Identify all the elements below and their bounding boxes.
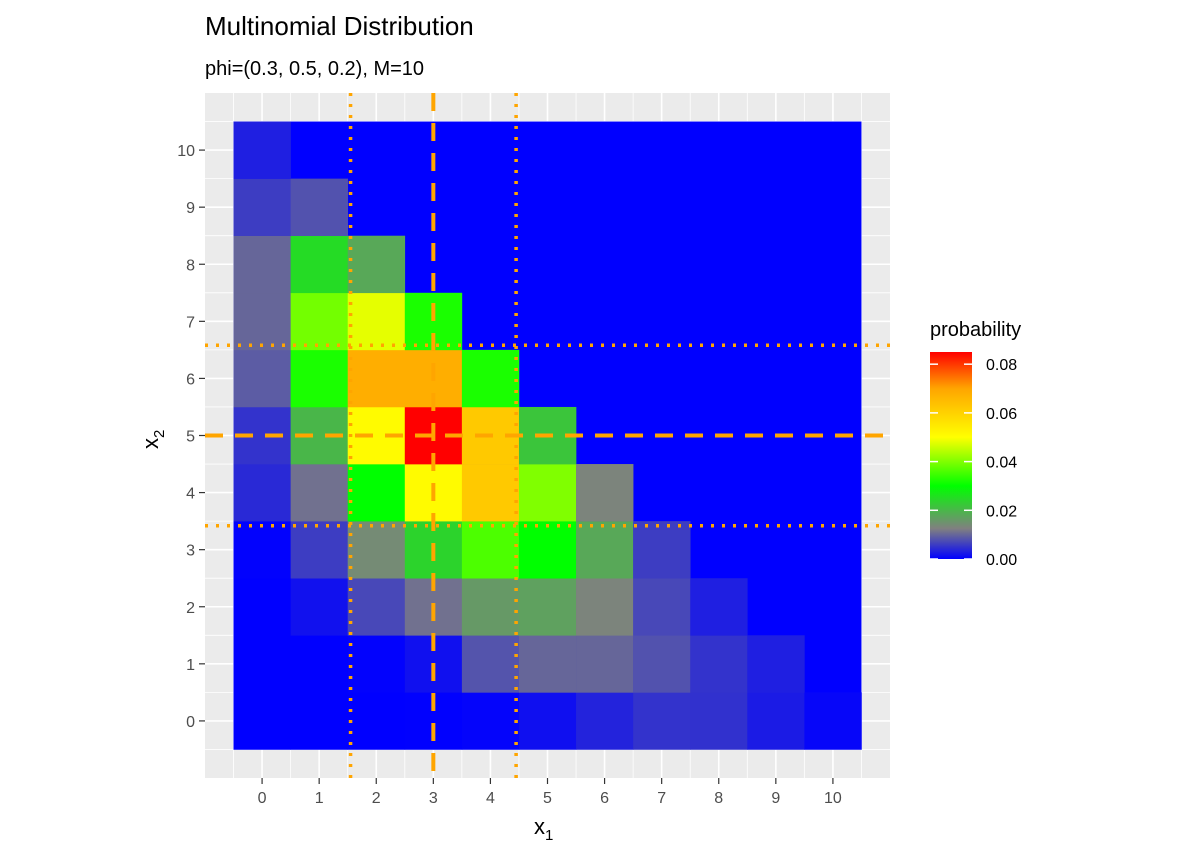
heatmap-cell — [461, 578, 520, 636]
x-axis-title-main: x — [534, 814, 545, 839]
y-axis-ticks: 0 1 2 3 4 5 6 7 8 9 10 — [177, 143, 205, 731]
heatmap-cell — [518, 578, 577, 636]
y-tick-label: 10 — [177, 143, 195, 160]
heatmap-cell — [290, 521, 349, 579]
y-tick-label: 8 — [186, 257, 195, 274]
y-tick-label: 9 — [186, 200, 195, 217]
legend-label: 0.04 — [986, 455, 1017, 472]
heatmap-cell — [233, 235, 291, 294]
heatmap-cell — [690, 635, 748, 693]
y-tick-label: 0 — [186, 714, 195, 731]
x-tick-label: 7 — [657, 790, 666, 807]
heatmap-cell — [347, 235, 406, 294]
heatmap-cell — [290, 292, 349, 351]
legend-ticks: 0.00 0.02 0.04 0.06 0.08 — [930, 357, 1017, 569]
x-axis-ticks: 0 1 2 3 4 5 6 7 8 9 10 — [258, 778, 842, 807]
heatmap-cell — [576, 521, 634, 579]
heatmap-cell — [576, 578, 634, 636]
y-tick-label: 6 — [186, 371, 195, 388]
x-tick-label: 10 — [824, 790, 842, 807]
heatmap-cell — [290, 464, 349, 522]
y-tick-label: 4 — [186, 486, 195, 503]
heatmap-cell — [347, 635, 406, 693]
heatmap-cell — [804, 692, 862, 750]
y-tick-label: 1 — [186, 657, 195, 674]
heatmap-cell — [518, 464, 577, 522]
legend-label: 0.08 — [986, 357, 1017, 374]
heatmap-cell — [233, 292, 291, 351]
reference-lines — [205, 93, 890, 778]
heatmap-cell — [233, 578, 291, 636]
heatmap-cell — [461, 464, 520, 522]
heatmap-cell — [747, 692, 805, 750]
heatmap-cell — [347, 692, 406, 750]
x-tick-label: 3 — [429, 790, 438, 807]
y-axis-title-subscript: 2 — [151, 430, 168, 438]
x-tick-label: 2 — [372, 790, 381, 807]
heatmap-cell — [233, 349, 291, 408]
y-axis-title-main: x — [138, 438, 163, 449]
legend-title: probability — [930, 319, 1021, 341]
heatmap-cell — [633, 578, 691, 636]
heatmap-cell — [518, 635, 577, 693]
heatmap-cell — [576, 464, 634, 522]
heatmap-cell — [461, 349, 520, 408]
heatmap-cell — [233, 692, 291, 750]
heatmap-cell — [576, 692, 634, 750]
x-tick-label: 1 — [315, 790, 324, 807]
heatmap-cell — [233, 635, 291, 693]
legend-label: 0.00 — [986, 552, 1017, 569]
heatmap-cell — [290, 349, 349, 408]
heatmap-cell — [461, 635, 520, 693]
heatmap-cell — [233, 121, 291, 179]
heatmap-cell — [461, 692, 520, 750]
heatmap-cell — [347, 349, 406, 408]
heatmap-cell — [233, 464, 291, 522]
x-tick-label: 0 — [258, 790, 267, 807]
heatmap-cell — [290, 635, 349, 693]
legend-label: 0.06 — [986, 406, 1017, 423]
heatmap-cell — [290, 178, 349, 237]
legend-colorbar — [930, 352, 972, 559]
heatmap-cell — [633, 635, 691, 693]
heatmap-cell — [518, 521, 577, 579]
heatmap-cell — [576, 635, 634, 693]
chart-subtitle: phi=(0.3, 0.5, 0.2), M=10 — [205, 58, 424, 80]
heatmap-cell — [347, 521, 406, 579]
y-axis-title: x2 — [138, 430, 168, 449]
x-tick-label: 4 — [486, 790, 495, 807]
y-tick-label: 2 — [186, 600, 195, 617]
heatmap-cell — [290, 692, 349, 750]
heatmap-cell — [690, 692, 748, 750]
heatmap-cell — [633, 692, 691, 750]
heatmap-cell — [233, 178, 291, 237]
x-tick-label: 6 — [600, 790, 609, 807]
heatmap-cell — [690, 578, 748, 636]
heatmap-cell — [347, 578, 406, 636]
heatmap-cell — [461, 521, 520, 579]
heatmap-cell — [633, 521, 691, 579]
heatmap-cell — [233, 521, 291, 579]
x-tick-label: 8 — [714, 790, 723, 807]
heatmap-cell — [518, 692, 577, 750]
chart-title: Multinomial Distribution — [205, 11, 474, 41]
x-tick-label: 5 — [543, 790, 552, 807]
y-tick-label: 5 — [186, 429, 195, 446]
heatmap-cell — [347, 292, 406, 351]
heatmap-cell — [747, 635, 805, 693]
x-axis-title: x1 — [534, 814, 553, 844]
legend-label: 0.02 — [986, 503, 1017, 520]
heatmap-cell — [290, 235, 349, 294]
y-tick-label: 3 — [186, 543, 195, 560]
heatmap-cell — [290, 578, 349, 636]
y-tick-label: 7 — [186, 314, 195, 331]
heatmap-cell — [347, 464, 406, 522]
x-tick-label: 9 — [771, 790, 780, 807]
x-axis-title-subscript: 1 — [545, 827, 553, 844]
